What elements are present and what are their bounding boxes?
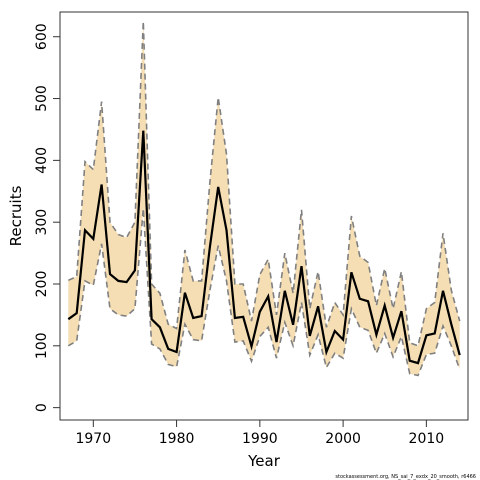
x-tick-label: 2010 bbox=[409, 431, 445, 447]
confidence-band bbox=[68, 21, 460, 376]
lower-bound-line bbox=[67, 208, 461, 377]
x-tick-label: 2000 bbox=[325, 431, 361, 447]
upper-bound-line bbox=[67, 21, 461, 347]
estimate-line bbox=[67, 130, 461, 365]
source-footnote: stockassessment.org, NS_sai_7_exdx_20_sm… bbox=[335, 474, 476, 480]
axes-layer: 1970 1980 1990 2000 2010 0 100 200 300 400 500 600 bbox=[34, 11, 469, 447]
y-axis-title: Recruits bbox=[7, 185, 25, 246]
x-axis-title: Year bbox=[247, 452, 281, 470]
y-tick-label: 400 bbox=[34, 147, 50, 174]
y-tick-label: 500 bbox=[34, 85, 50, 112]
plot-frame bbox=[59, 11, 469, 421]
y-tick-label: 0 bbox=[34, 403, 50, 412]
x-tick-label: 1970 bbox=[75, 431, 111, 447]
x-tick-label: 1980 bbox=[159, 431, 195, 447]
y-tick-label: 100 bbox=[34, 332, 50, 359]
y-tick-label: 600 bbox=[34, 23, 50, 50]
x-tick-label: 1990 bbox=[242, 431, 278, 447]
confidence-band-layer bbox=[68, 21, 460, 376]
series-line-layer bbox=[67, 21, 461, 377]
y-tick-label: 300 bbox=[34, 209, 50, 236]
y-tick-label: 200 bbox=[34, 271, 50, 298]
